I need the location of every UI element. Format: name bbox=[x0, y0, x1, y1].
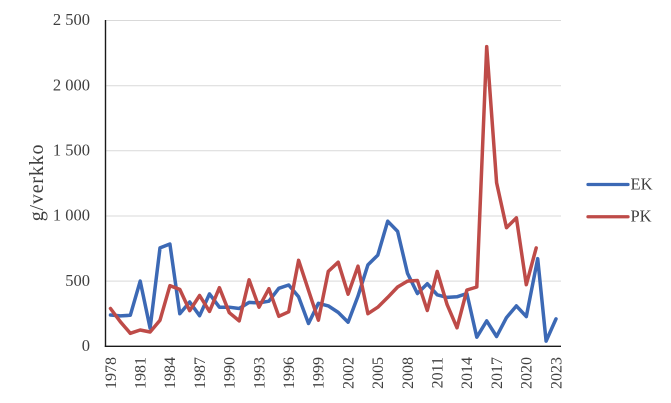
svg-text:1999: 1999 bbox=[311, 357, 328, 389]
svg-text:2011: 2011 bbox=[430, 357, 447, 388]
svg-text:g/verkko: g/verkko bbox=[26, 144, 48, 222]
svg-text:0: 0 bbox=[82, 336, 90, 355]
svg-text:2 000: 2 000 bbox=[53, 75, 90, 94]
svg-text:1984: 1984 bbox=[162, 357, 179, 389]
svg-text:500: 500 bbox=[65, 271, 90, 290]
svg-text:2020: 2020 bbox=[519, 357, 536, 389]
svg-text:1987: 1987 bbox=[192, 357, 209, 389]
svg-text:PK: PK bbox=[631, 207, 652, 226]
svg-text:1996: 1996 bbox=[281, 357, 298, 389]
svg-text:2014: 2014 bbox=[459, 357, 476, 389]
svg-text:2002: 2002 bbox=[340, 357, 357, 389]
svg-text:EK: EK bbox=[631, 175, 653, 194]
svg-text:2 500: 2 500 bbox=[53, 10, 90, 29]
svg-text:1 000: 1 000 bbox=[53, 206, 90, 225]
svg-text:1981: 1981 bbox=[133, 357, 150, 389]
svg-text:1993: 1993 bbox=[251, 357, 268, 389]
svg-text:2008: 2008 bbox=[400, 357, 417, 389]
svg-text:1 500: 1 500 bbox=[53, 141, 90, 160]
svg-text:1978: 1978 bbox=[103, 357, 120, 389]
svg-text:2005: 2005 bbox=[370, 357, 387, 389]
svg-text:1990: 1990 bbox=[222, 357, 239, 389]
svg-text:2017: 2017 bbox=[489, 357, 506, 389]
svg-text:2023: 2023 bbox=[548, 357, 565, 389]
